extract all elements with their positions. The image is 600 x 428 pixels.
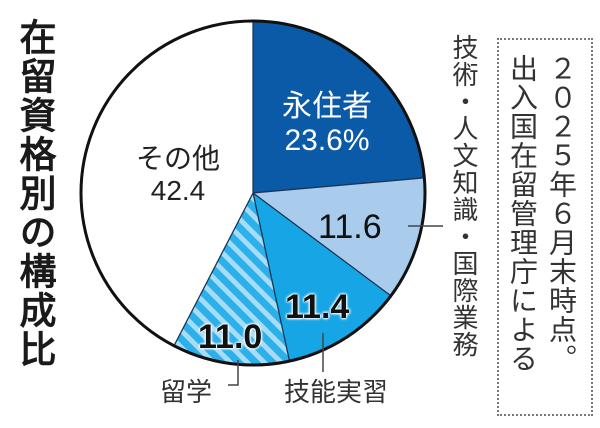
ryugaku-label: 留学 (160, 378, 213, 408)
ginou-label: 技能実習 (284, 378, 389, 408)
source-note-box (497, 38, 593, 416)
sonota-value: 42.4 (150, 175, 206, 206)
slice-label-sonota: その他 42.4 (108, 143, 248, 207)
ginou-value: 11.4 (285, 288, 350, 326)
slice-label-eijusha: 永住者 23.6% (262, 90, 392, 158)
pie-outline (79, 19, 427, 367)
source-note-agency: 出入国在留管理庁による (506, 54, 539, 373)
source-note-date: ２０２５年６月末時点。 (545, 54, 578, 373)
gijutsu-value: 11.6 (318, 208, 382, 246)
gijutsu-label: 技術・人文知識・国際業務 (448, 34, 478, 358)
eijusha-value: 23.6% (284, 124, 370, 157)
sonota-name: その他 (135, 143, 220, 174)
leader-line-ryugaku (228, 360, 239, 386)
eijusha-name: 永住者 (282, 90, 372, 123)
pie-slices (80, 20, 426, 366)
chart-title: 在留資格別の構成比 (13, 18, 56, 369)
ryugaku-value: 11.0 (198, 318, 263, 356)
